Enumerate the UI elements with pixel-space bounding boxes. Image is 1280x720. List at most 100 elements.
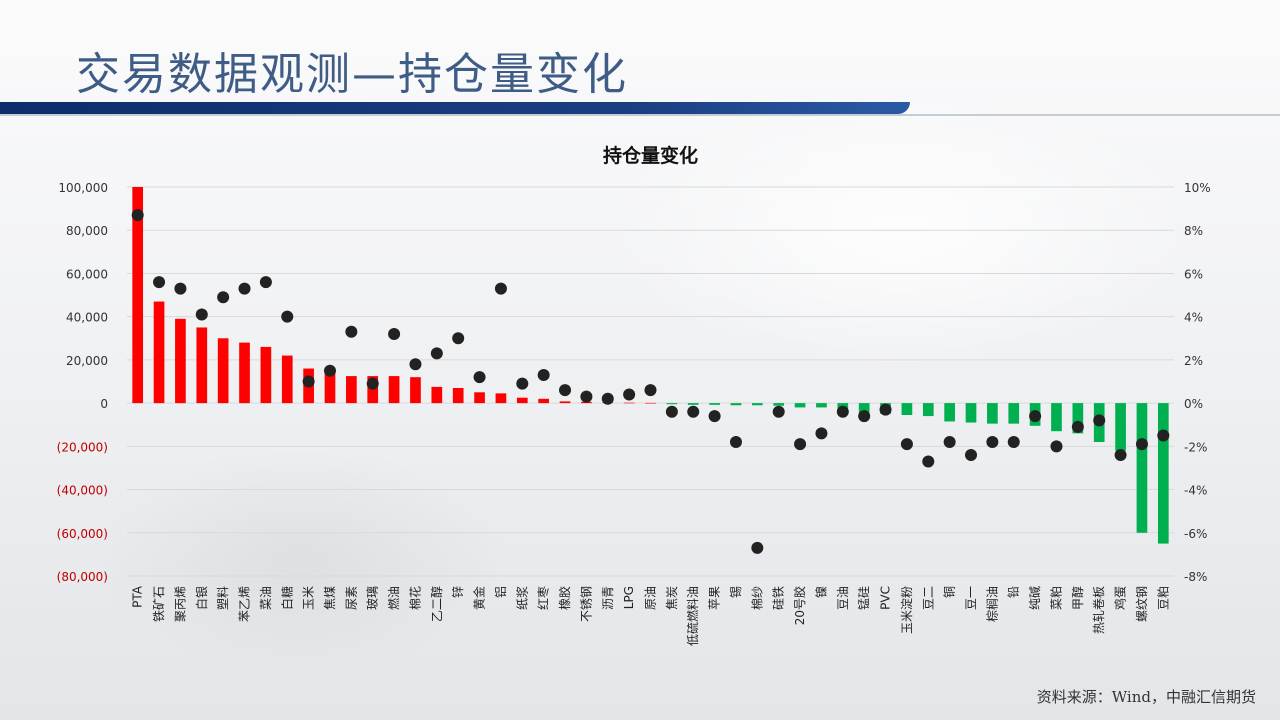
category-label: 热轧卷板 <box>1091 586 1106 634</box>
marker-玻璃 <box>366 377 379 390</box>
chart-title: 持仓量变化 <box>603 144 698 167</box>
bar-棉花 <box>410 377 421 404</box>
bar-橡胶 <box>559 401 571 404</box>
marker-苹果 <box>708 410 721 423</box>
bar-豆二 <box>922 403 934 417</box>
bar-菜油 <box>260 346 272 404</box>
marker-聚丙烯 <box>174 282 187 295</box>
category-label: LPG <box>622 586 636 609</box>
bar-尿素 <box>346 376 357 404</box>
marker-豆油 <box>836 405 849 418</box>
category-label: 甲醇 <box>1070 586 1085 610</box>
marker-铁矿石 <box>153 276 166 289</box>
bar-锡 <box>730 403 742 406</box>
category-label: 低硫燃料油 <box>685 586 700 646</box>
header-divider <box>0 114 1280 116</box>
marker-乙二醇 <box>430 347 443 360</box>
category-label: 黄金 <box>472 586 487 610</box>
category-label: PTA <box>131 585 145 608</box>
bar-聚丙烯 <box>175 318 186 404</box>
category-label: 铝 <box>493 586 508 598</box>
category-label: 铜 <box>942 586 957 598</box>
category-label: 豆二 <box>921 586 935 610</box>
category-label: 不锈钢 <box>579 586 593 622</box>
category-label: 玻璃 <box>366 586 380 610</box>
bar-铁矿石 <box>153 301 165 404</box>
bar-红枣 <box>538 398 550 404</box>
marker-PVC <box>879 403 892 416</box>
bar-铅 <box>1008 403 1020 424</box>
left-axis-tick-label: (40,000) <box>57 484 108 498</box>
bar-棉纱 <box>751 403 763 406</box>
category-label: 硅铁 <box>772 586 786 610</box>
category-label: 原油 <box>644 586 658 610</box>
marker-螺纹钢 <box>1135 438 1148 451</box>
category-label: 沥青 <box>601 586 615 610</box>
marker-纯碱 <box>1029 410 1042 423</box>
marker-橡胶 <box>559 384 572 397</box>
marker-尿素 <box>345 325 358 338</box>
category-label: 豆油 <box>836 586 850 610</box>
category-label: 塑料 <box>215 586 230 610</box>
left-axis-tick-label: 40,000 <box>66 311 108 325</box>
left-axis-tick-label: 100,000 <box>58 181 108 195</box>
bar-焦炭 <box>666 403 678 405</box>
left-axis-tick-label: 80,000 <box>66 224 108 238</box>
bar-硅铁 <box>773 403 785 406</box>
bar-鸡蛋 <box>1115 403 1126 451</box>
bar-纸浆 <box>516 397 528 404</box>
category-label: 20号胶 <box>792 586 807 625</box>
category-label: 白糖 <box>279 586 294 610</box>
right-axis-tick-label: -4% <box>1184 484 1207 498</box>
source-note: 资料来源：Wind，中融汇信期货 <box>1036 688 1256 706</box>
bar-LPG <box>623 402 635 404</box>
bar-锰硅 <box>858 403 870 413</box>
marker-白糖 <box>281 310 294 323</box>
category-label: PVC <box>879 586 893 610</box>
bar-豆粕 <box>1157 403 1169 544</box>
marker-原油 <box>644 384 657 397</box>
category-label: 菜油 <box>259 586 273 610</box>
page-title: 交易数据观测—持仓量变化 <box>76 49 628 100</box>
bar-镍 <box>816 403 827 408</box>
bar-原油 <box>645 402 656 404</box>
right-axis-tick-label: 10% <box>1184 181 1211 195</box>
category-label: 螺纹钢 <box>1135 586 1149 622</box>
marker-豆二 <box>922 455 935 468</box>
marker-LPG <box>623 388 636 401</box>
bar-甲醇 <box>1072 403 1084 434</box>
category-label: 苯乙烯 <box>238 586 252 622</box>
category-label: 乙二醇 <box>429 586 444 622</box>
category-label: 玉米 <box>302 586 316 610</box>
marker-锡 <box>729 436 742 449</box>
bar-螺纹钢 <box>1136 403 1148 533</box>
marker-菜粕 <box>1050 440 1063 453</box>
right-axis-tick-label: -8% <box>1184 570 1207 584</box>
bar-乙二醇 <box>431 386 443 404</box>
left-axis-tick-label: (60,000) <box>57 527 108 541</box>
right-axis-tick-label: 0% <box>1184 397 1203 411</box>
marker-锰硅 <box>858 410 871 423</box>
marker-甲醇 <box>1071 420 1084 433</box>
bar-20号胶 <box>794 403 806 408</box>
marker-棉花 <box>409 358 422 371</box>
bar-白糖 <box>281 355 293 404</box>
left-axis-tick-label: (20,000) <box>57 440 108 454</box>
marker-锌 <box>452 332 465 345</box>
marker-红枣 <box>537 369 550 382</box>
marker-塑料 <box>217 291 230 304</box>
marker-硅铁 <box>772 405 785 418</box>
marker-铜 <box>943 436 956 449</box>
bar-焦煤 <box>324 372 336 404</box>
bar-棕榈油 <box>987 403 998 424</box>
right-axis-tick-label: 6% <box>1184 267 1203 281</box>
category-label: 聚丙烯 <box>173 586 187 622</box>
marker-棕榈油 <box>986 436 999 449</box>
category-label: 棉花 <box>407 586 422 610</box>
marker-PTA <box>131 209 144 222</box>
marker-20号胶 <box>794 438 807 451</box>
marker-豆粕 <box>1157 429 1170 442</box>
bar-铝 <box>495 393 507 404</box>
marker-棉纱 <box>751 541 764 554</box>
category-label: 锰硅 <box>856 586 871 610</box>
